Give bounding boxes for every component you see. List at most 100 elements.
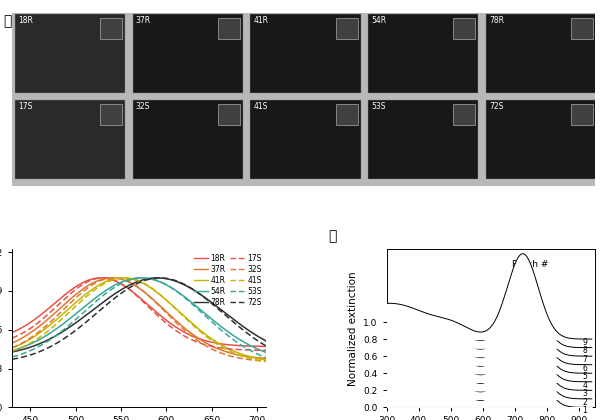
37R [267,356,275,361]
72S [75,326,82,331]
32S [54,312,61,318]
37R [204,341,211,346]
Bar [133,100,243,179]
Bar [335,18,358,39]
Text: 7: 7 [582,355,587,364]
18R [97,276,104,281]
Line: 41R: 41R [12,278,271,361]
Line: 41S: 41S [12,278,271,362]
78R [126,283,133,288]
54R [126,277,133,282]
78R [154,276,161,281]
54R [161,282,168,287]
32S [161,309,168,314]
53S [267,357,275,362]
41S [182,315,189,320]
53S [139,276,147,281]
17S [204,343,211,348]
Text: 다: 다 [328,229,337,243]
72S [157,276,164,281]
37R [108,276,115,281]
41R [119,276,126,281]
Text: 72S: 72S [489,102,503,111]
54R [54,326,61,331]
Text: 41S: 41S [254,102,267,111]
Bar [571,104,593,125]
Bar [15,14,125,93]
37R [75,290,82,295]
18R [267,344,275,349]
72S [8,357,16,362]
17S [99,276,106,281]
78R [267,341,275,346]
78R [75,318,82,323]
53S [204,315,211,320]
Bar [571,18,593,39]
Text: 4: 4 [582,381,587,390]
Bar [133,14,243,93]
53S [161,281,168,286]
32S [126,279,133,284]
18R [182,330,189,335]
54R [75,309,82,314]
Line: 17S: 17S [12,278,271,350]
17S [267,348,275,353]
41S [54,320,61,325]
72S [126,286,133,291]
54R [8,348,16,353]
32S [182,328,189,333]
18R [54,298,61,303]
78R [54,332,61,337]
54R [267,352,275,357]
18R [161,317,168,322]
Line: 18R: 18R [12,278,271,346]
41R [126,276,133,281]
54R [204,313,211,318]
Text: 2: 2 [582,398,587,407]
53S [54,332,61,337]
37R [126,280,133,285]
17S [54,303,61,308]
41S [126,276,133,281]
Bar [218,18,240,39]
37R [54,308,61,313]
Y-axis label: Normalized extinction: Normalized extinction [347,271,358,386]
Bar [100,18,122,39]
41S [267,360,275,365]
37R [182,326,189,331]
41R [54,316,61,321]
Text: 17S: 17S [18,102,32,111]
18R [75,283,82,288]
78R [182,283,189,288]
Line: 37R: 37R [12,278,271,359]
32S [8,345,16,350]
17S [182,334,189,339]
Text: 32S: 32S [136,102,150,111]
Line: 78R: 78R [12,278,271,352]
Text: 41R: 41R [254,16,269,25]
Bar [486,14,596,93]
72S [182,282,189,287]
32S [75,293,82,298]
72S [161,276,168,281]
Bar [335,104,358,125]
41R [182,315,189,320]
Bar [368,100,478,179]
32S [110,276,117,281]
41S [161,296,168,301]
Bar [486,100,596,179]
41R [161,297,168,302]
53S [75,315,82,320]
Text: 8: 8 [582,346,587,355]
41R [204,333,211,338]
18R [126,287,133,292]
Text: Batch #: Batch # [511,260,548,270]
Text: 18R: 18R [18,16,32,25]
Line: 53S: 53S [12,278,271,359]
32S [204,344,211,349]
Text: 37R: 37R [136,16,151,25]
41R [8,346,16,351]
Legend: 18R, 37R, 41R, 54R, 78R, 17S, 32S, 41S, 53S, 72S: 18R, 37R, 41R, 54R, 78R, 17S, 32S, 41S, … [193,253,263,307]
17S [126,287,133,292]
17S [75,285,82,290]
